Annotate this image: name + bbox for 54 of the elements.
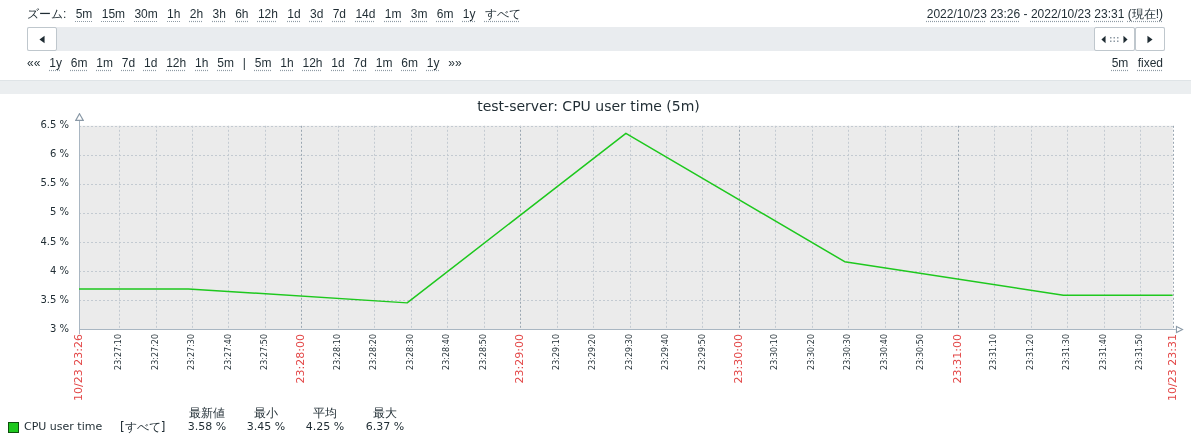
x-tick-label: 23:28:40 — [442, 334, 452, 370]
y-tick-label: 5 % — [49, 206, 69, 218]
x-tick-label: 23:31:00 — [950, 334, 964, 384]
x-tick-label: 23:28:10 — [332, 334, 342, 370]
y-tick-label: 3 % — [49, 322, 69, 334]
x-tick-label: 23:29:30 — [624, 334, 634, 370]
x-tick-label: 23:30:20 — [806, 334, 816, 370]
text: 2022/10/23 23:26 - 2022/10/23 23:31 (現在!) — [926, 7, 1163, 21]
text: ズーム: 5m 15m 30m 1h 2h 3h 6h 12h 1d 3d 7d 14d 1m 3m 6m 1y すべて — [27, 7, 521, 21]
x-tick-label: 23:27:40 — [223, 334, 233, 370]
x-tick-label: 23:27:20 — [150, 334, 160, 370]
text: 最新値 — [189, 405, 225, 421]
x-tick-label: 23:30:00 — [731, 334, 745, 384]
text: 6.37 % — [365, 420, 405, 434]
text: 最小 — [254, 405, 278, 421]
text: [すべて] — [120, 419, 166, 435]
x-tick-label: 23:29:00 — [513, 334, 527, 384]
y-tick-label: 4 % — [49, 264, 69, 276]
chart-title: test-server: CPU user time (5m) — [477, 98, 700, 115]
text: 平均 — [313, 405, 337, 421]
x-tick-label: 23:30:40 — [879, 334, 889, 370]
legend-label: CPU user time — [24, 420, 103, 434]
y-tick-label: 6.5 % — [40, 119, 69, 131]
x-tick-label: 23:31:30 — [1062, 334, 1072, 370]
y-tick-label: 5.5 % — [40, 177, 69, 189]
text: «« 1y 6m 1m 7d 1d 12h 1h 5m | 5m 1h 12h 1d 7d 1m 6m 1y »» — [27, 55, 462, 70]
y-tick-label: 6 % — [49, 148, 69, 160]
x-tick-label: 23:31:50 — [1135, 334, 1145, 370]
x-tick-label: 23:31:10 — [989, 334, 999, 370]
x-tick-label: 23:31:20 — [1025, 334, 1035, 370]
y-tick-label: 3.5 % — [40, 293, 69, 305]
x-tick-label: 23:30:50 — [916, 334, 926, 370]
x-tick-label: 23:29:40 — [661, 334, 671, 370]
x-tick-label: 23:29:50 — [697, 334, 707, 370]
x-tick-label: 23:28:00 — [294, 334, 308, 384]
x-tick-label: 23:29:20 — [588, 334, 598, 370]
x-tick-label: 23:27:50 — [260, 334, 270, 370]
x-tick-label: 23:28:30 — [405, 334, 415, 370]
text: 3.58 % — [187, 420, 227, 434]
x-tick-label: 10/23 23:26 — [71, 334, 85, 401]
text: 5m fixed — [1111, 55, 1163, 70]
y-tick-label: 4.5 % — [40, 235, 69, 247]
x-tick-label: 23:30:30 — [843, 334, 853, 370]
text: 3.45 % — [246, 420, 286, 434]
x-tick-label: 23:28:20 — [369, 334, 379, 370]
text: 最大 — [373, 405, 397, 421]
text: 4.25 % — [305, 420, 345, 434]
x-tick-label: 23:29:10 — [551, 334, 561, 370]
x-tick-label: 23:30:10 — [770, 334, 780, 370]
x-tick-label: 23:28:50 — [478, 334, 488, 370]
x-tick-label: 10/23 23:31 — [1165, 334, 1179, 401]
x-tick-label: 23:27:10 — [114, 334, 124, 370]
x-tick-label: 23:31:40 — [1098, 334, 1108, 370]
x-tick-label: 23:27:30 — [187, 334, 197, 370]
